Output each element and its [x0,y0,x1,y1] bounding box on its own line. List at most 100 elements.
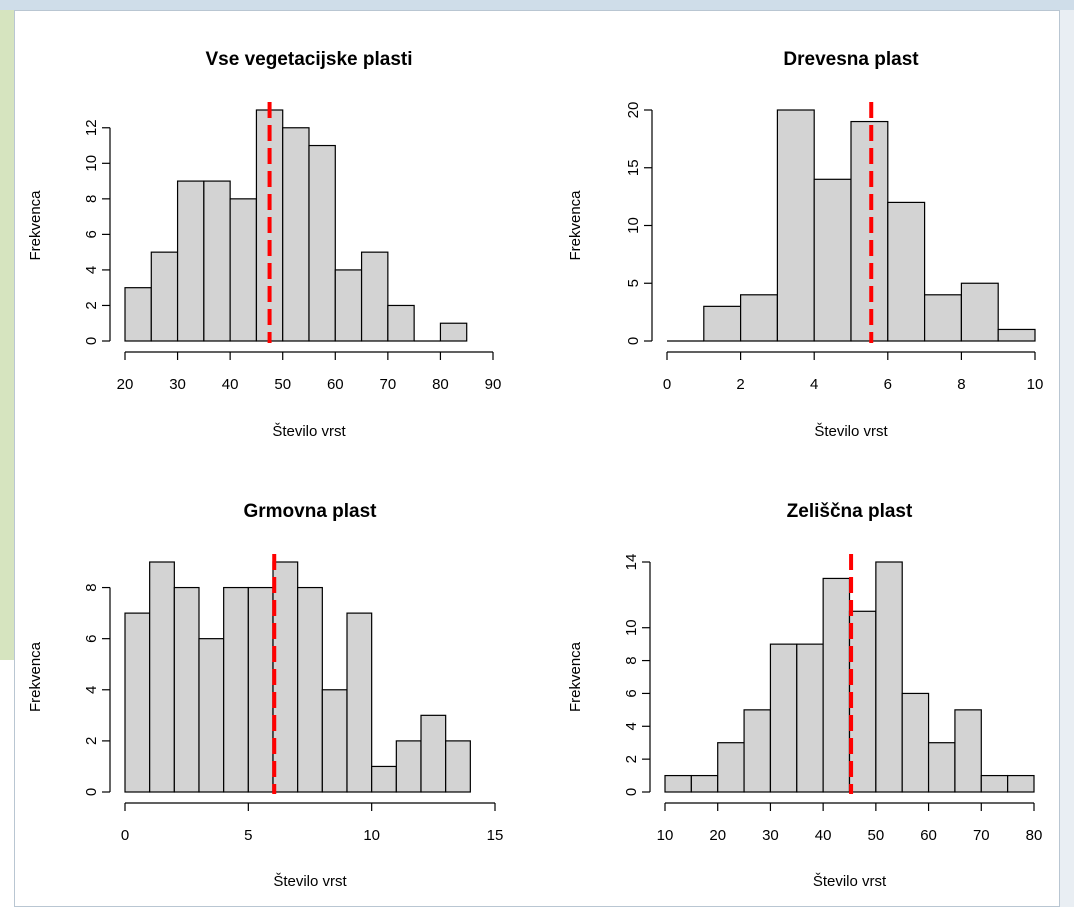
x-tick-label: 5 [244,827,252,844]
histogram-bar [346,612,373,793]
histogram-bar [1007,774,1035,793]
x-tick-label: 4 [810,376,818,393]
y-tick-label: 4 [83,686,100,694]
histogram-bar [308,144,336,342]
left-side-blank [0,660,14,907]
y-tick-label: 4 [623,722,640,730]
histogram-bar [247,586,274,793]
x-tick-label: 8 [957,376,965,393]
y-tick-label: 5 [625,279,642,287]
y-tick-label: 6 [623,689,640,697]
y-tick-label: 8 [83,195,100,203]
y-tick-label: 12 [83,119,100,136]
histogram-bar [743,709,772,793]
y-axis-label: Frekvenca [567,641,584,712]
histogram-bar [176,180,205,342]
y-tick-label: 10 [625,217,642,234]
y-tick-label: 6 [83,634,100,642]
histogram-bar [150,251,179,342]
histogram-bar [739,294,778,342]
histogram-bar [445,740,471,793]
x-tick-label: 6 [884,376,892,393]
histogram-bar [124,287,152,342]
histogram-bar [203,180,231,342]
x-tick-label: 70 [380,376,397,393]
histogram-bar [229,198,258,342]
chart-title: Grmovna plast [243,501,377,522]
histogram-bar [848,610,877,793]
x-tick-label: 40 [222,376,239,393]
x-tick-label: 15 [487,827,504,844]
y-tick-label: 0 [83,337,100,345]
x-tick-label: 30 [762,827,779,844]
histogram-bar [371,765,397,793]
x-tick-label: 0 [121,827,129,844]
y-tick-label: 10 [623,619,640,636]
histogram-bar [395,740,422,793]
x-tick-label: 80 [1026,827,1043,844]
histogram-bar [927,742,956,793]
y-tick-label: 8 [623,656,640,664]
x-axis-label: Število vrst [272,423,346,440]
x-axis-label: Število vrst [813,873,887,890]
histogram-bar [334,269,363,342]
histogram-bar [149,561,175,793]
window-top-bar [0,0,1074,10]
x-tick-label: 20 [709,827,726,844]
histogram-bar [813,178,852,342]
x-tick-label: 10 [1027,376,1044,393]
histogram-bar [875,561,903,793]
y-axis-label: Frekvenca [567,190,584,261]
histogram-bar [887,201,926,342]
y-tick-label: 0 [83,788,100,796]
x-axis-label: Število vrst [814,423,888,440]
histogram-bar [664,774,692,793]
x-tick-label: 50 [868,827,885,844]
y-axis-label: Frekvenca [27,190,44,261]
histogram-bar [198,638,225,793]
y-tick-label: 2 [83,737,100,745]
histogram-bar [124,612,151,793]
x-tick-label: 90 [485,376,502,393]
histogram-bar [703,305,742,342]
histogram-bar [272,561,299,793]
chart-title: Drevesna plast [783,49,919,70]
histogram-bar [223,586,249,793]
y-tick-label: 10 [83,155,100,172]
histogram-bar [997,328,1036,342]
x-tick-label: 2 [736,376,744,393]
y-axis-label: Frekvenca [27,641,44,712]
left-side-panel [0,10,14,660]
histogram-bar [822,577,851,793]
y-tick-label: 20 [625,102,642,119]
histogram-bar [796,643,824,793]
y-tick-label: 2 [83,301,100,309]
chart-title: Vse vegetacijske plasti [205,49,412,70]
y-tick-label: 15 [625,159,642,176]
x-tick-label: 30 [169,376,186,393]
x-tick-label: 80 [432,376,449,393]
histogram-bar [173,586,200,793]
x-tick-label: 60 [920,827,937,844]
histogram-bar [776,109,815,342]
x-tick-label: 20 [117,376,134,393]
y-tick-label: 0 [625,337,642,345]
y-tick-label: 6 [83,230,100,238]
histogram-bar [387,304,415,342]
histogram-bar [360,251,389,342]
right-scroll-strip [1060,10,1074,907]
histogram-bar [321,689,348,793]
x-tick-label: 10 [363,827,380,844]
histogram-bar [282,127,310,342]
y-tick-label: 0 [623,788,640,796]
histogram-bar [690,774,719,793]
histogram-bar [980,774,1009,793]
x-tick-label: 50 [274,376,291,393]
y-tick-label: 8 [83,583,100,591]
x-tick-label: 10 [657,827,674,844]
y-tick-label: 2 [623,755,640,763]
histogram-bar [439,322,468,342]
x-tick-label: 70 [973,827,990,844]
chart-title: Zeliščna plast [787,501,913,522]
